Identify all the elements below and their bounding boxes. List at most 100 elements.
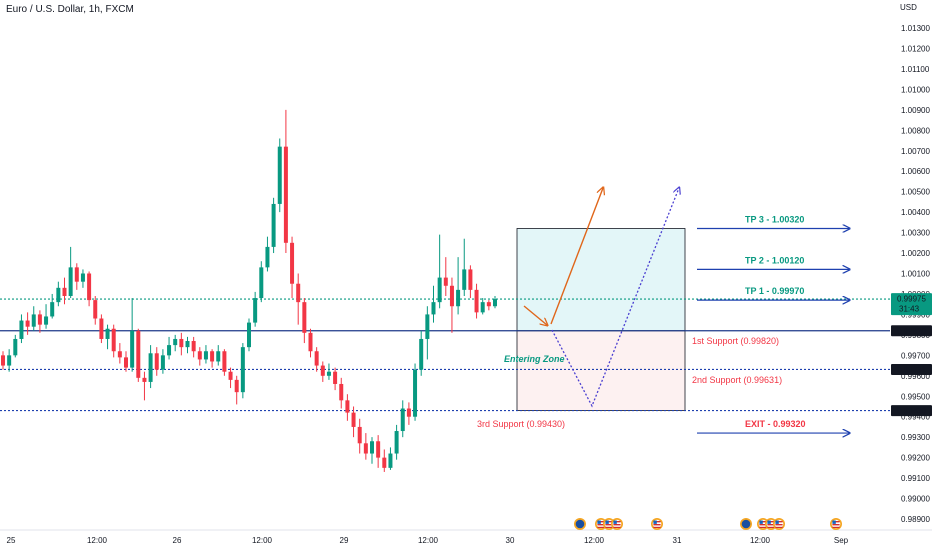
flag-canton <box>759 520 763 524</box>
candle-body <box>290 242 295 284</box>
last-price-label: 0.99975 <box>897 295 926 304</box>
candle-body <box>468 269 473 290</box>
event-us-flag-icon <box>611 518 623 530</box>
flag-stripe <box>605 521 613 523</box>
candle-body <box>449 285 454 307</box>
support-3-label: 3rd Support (0.99430) <box>477 419 565 429</box>
time-tick-label: 25 <box>7 536 16 545</box>
flag-stripe <box>832 526 840 528</box>
flag-stripe <box>653 521 661 523</box>
price-tick-label: 1.01200 <box>901 44 930 53</box>
candle-body <box>68 267 73 297</box>
time-tick-label: 12:00 <box>750 536 771 545</box>
flag-stripe <box>775 524 783 526</box>
candle-body <box>302 302 307 333</box>
flag-stripe <box>759 521 767 523</box>
candle-body <box>296 283 301 303</box>
flag-stripe <box>605 524 613 526</box>
candle-body <box>456 289 461 307</box>
flag-stripe <box>775 521 783 523</box>
candle-body <box>74 267 79 282</box>
event-eu-icon <box>574 518 586 530</box>
price-tick-label: 1.00200 <box>901 249 930 258</box>
candle-body <box>240 347 245 393</box>
flag-canton <box>775 520 779 524</box>
candle-body <box>154 353 159 370</box>
entry-zone-box <box>516 330 686 411</box>
candle-body <box>160 355 165 370</box>
candle-body <box>222 351 227 372</box>
entry-pullback-arrow <box>523 305 547 325</box>
candle-body <box>62 287 67 297</box>
support-2-label: 2nd Support (0.99631) <box>692 375 782 385</box>
bullish-projection-arrow <box>550 188 603 325</box>
price-tick-label: 0.99100 <box>901 474 930 483</box>
flag-stripe <box>767 524 775 526</box>
price-tick-label: 1.01100 <box>901 65 930 74</box>
price-tick-label: 0.99400 <box>901 413 930 422</box>
candle-body <box>314 351 319 366</box>
flag-stripe <box>597 521 605 523</box>
candle-body <box>277 146 282 204</box>
candle-body <box>13 338 18 356</box>
candle-body <box>308 332 313 352</box>
candle-body <box>271 203 276 247</box>
candle-body <box>431 302 436 315</box>
candle-body <box>480 302 485 313</box>
candle-body <box>228 371 233 380</box>
price-tick-label: 1.01000 <box>901 85 930 94</box>
candle-body <box>111 328 116 352</box>
flag-canton <box>653 520 657 524</box>
candle-body <box>419 338 424 370</box>
entering-zone-label: Entering Zone <box>504 354 565 364</box>
price-tick-label: 0.99600 <box>901 372 930 381</box>
candle-body <box>333 371 338 384</box>
price-tick-label: 1.00300 <box>901 229 930 238</box>
event-inner <box>741 519 751 529</box>
price-tick-label: 1.00500 <box>901 188 930 197</box>
time-tick-label: 12:00 <box>418 536 439 545</box>
event-inner <box>575 519 585 529</box>
flag-stripe <box>832 524 840 526</box>
event-us-flag-icon <box>830 518 842 530</box>
price-axis: USD 1.01300 1.01200 1.01100 1.01000 1.00900 1.… <box>890 0 932 530</box>
flag-canton <box>767 520 771 524</box>
flag-canton <box>613 520 617 524</box>
candle-body <box>382 457 387 468</box>
flag-stripe <box>613 524 621 526</box>
flag-stripe <box>832 521 840 523</box>
candle-body <box>179 338 184 348</box>
time-tick-label: 26 <box>173 536 182 545</box>
candle-body <box>25 320 30 327</box>
price-tick-label: 1.01300 <box>901 24 930 33</box>
candle-body <box>400 408 405 432</box>
price-tick-label: 1.00600 <box>901 167 930 176</box>
time-tick-label: 12:00 <box>87 536 108 545</box>
flag-canton <box>605 520 609 524</box>
flag-stripe <box>653 526 661 528</box>
flag-stripe <box>605 526 613 528</box>
candle-body <box>44 316 49 325</box>
candle-body <box>474 289 479 313</box>
drawings-layer <box>523 188 849 433</box>
candle-body <box>493 299 497 307</box>
candle-body <box>31 314 36 327</box>
last-price-label-bg <box>891 293 932 316</box>
last-price-label-timer: 31:43 <box>899 305 920 314</box>
candle-body <box>105 328 110 339</box>
flag-canton <box>832 520 836 524</box>
candle-body <box>56 287 61 303</box>
support-1-price-label-bg <box>891 325 932 337</box>
candle-body <box>80 273 85 282</box>
candle-body <box>124 357 128 368</box>
flag-stripe <box>775 526 783 528</box>
candle-body <box>191 341 196 352</box>
event-icons-layer <box>574 518 842 530</box>
flag-stripe <box>767 526 775 528</box>
price-tick-label: 1.00800 <box>901 126 930 135</box>
candle-body <box>19 320 24 339</box>
candle-body <box>462 269 467 290</box>
price-tick-label: 0.99200 <box>901 454 930 463</box>
